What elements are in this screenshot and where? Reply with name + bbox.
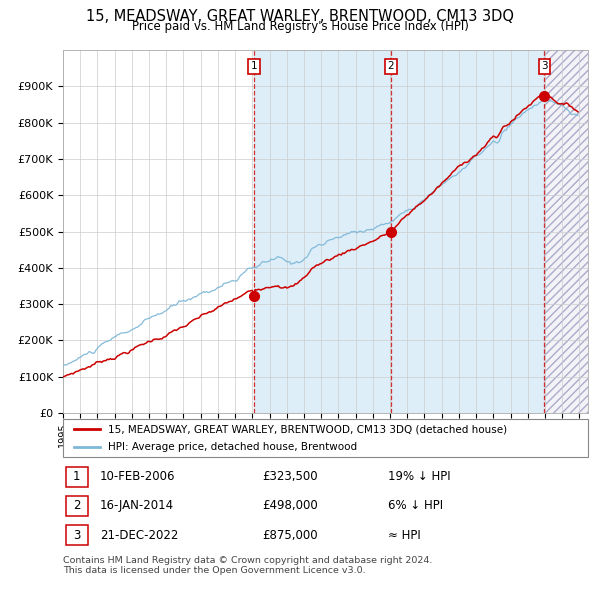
Text: 1: 1 — [73, 470, 80, 483]
Text: 16-JAN-2014: 16-JAN-2014 — [100, 499, 174, 513]
Text: 2: 2 — [388, 61, 394, 71]
Text: 21-DEC-2022: 21-DEC-2022 — [100, 529, 178, 542]
Bar — [544, 50, 588, 413]
Text: 15, MEADSWAY, GREAT WARLEY, BRENTWOOD, CM13 3DQ (detached house): 15, MEADSWAY, GREAT WARLEY, BRENTWOOD, C… — [107, 424, 507, 434]
Text: 19% ↓ HPI: 19% ↓ HPI — [389, 470, 451, 483]
Text: 2: 2 — [73, 499, 80, 513]
Bar — [65, 467, 88, 487]
Bar — [254, 50, 544, 413]
Text: 15, MEADSWAY, GREAT WARLEY, BRENTWOOD, CM13 3DQ: 15, MEADSWAY, GREAT WARLEY, BRENTWOOD, C… — [86, 9, 514, 24]
Text: Price paid vs. HM Land Registry's House Price Index (HPI): Price paid vs. HM Land Registry's House … — [131, 20, 469, 33]
Text: 3: 3 — [541, 61, 548, 71]
Bar — [544, 50, 588, 413]
Bar — [65, 525, 88, 545]
Text: £875,000: £875,000 — [263, 529, 318, 542]
Text: 1: 1 — [251, 61, 257, 71]
Text: 6% ↓ HPI: 6% ↓ HPI — [389, 499, 443, 513]
Text: £323,500: £323,500 — [263, 470, 318, 483]
Text: 10-FEB-2006: 10-FEB-2006 — [100, 470, 175, 483]
Text: Contains HM Land Registry data © Crown copyright and database right 2024.: Contains HM Land Registry data © Crown c… — [63, 556, 433, 565]
Bar — [65, 496, 88, 516]
Text: HPI: Average price, detached house, Brentwood: HPI: Average price, detached house, Bren… — [107, 442, 357, 452]
Text: £498,000: £498,000 — [263, 499, 318, 513]
Text: This data is licensed under the Open Government Licence v3.0.: This data is licensed under the Open Gov… — [63, 566, 365, 575]
Text: 3: 3 — [73, 529, 80, 542]
Text: ≈ HPI: ≈ HPI — [389, 529, 421, 542]
